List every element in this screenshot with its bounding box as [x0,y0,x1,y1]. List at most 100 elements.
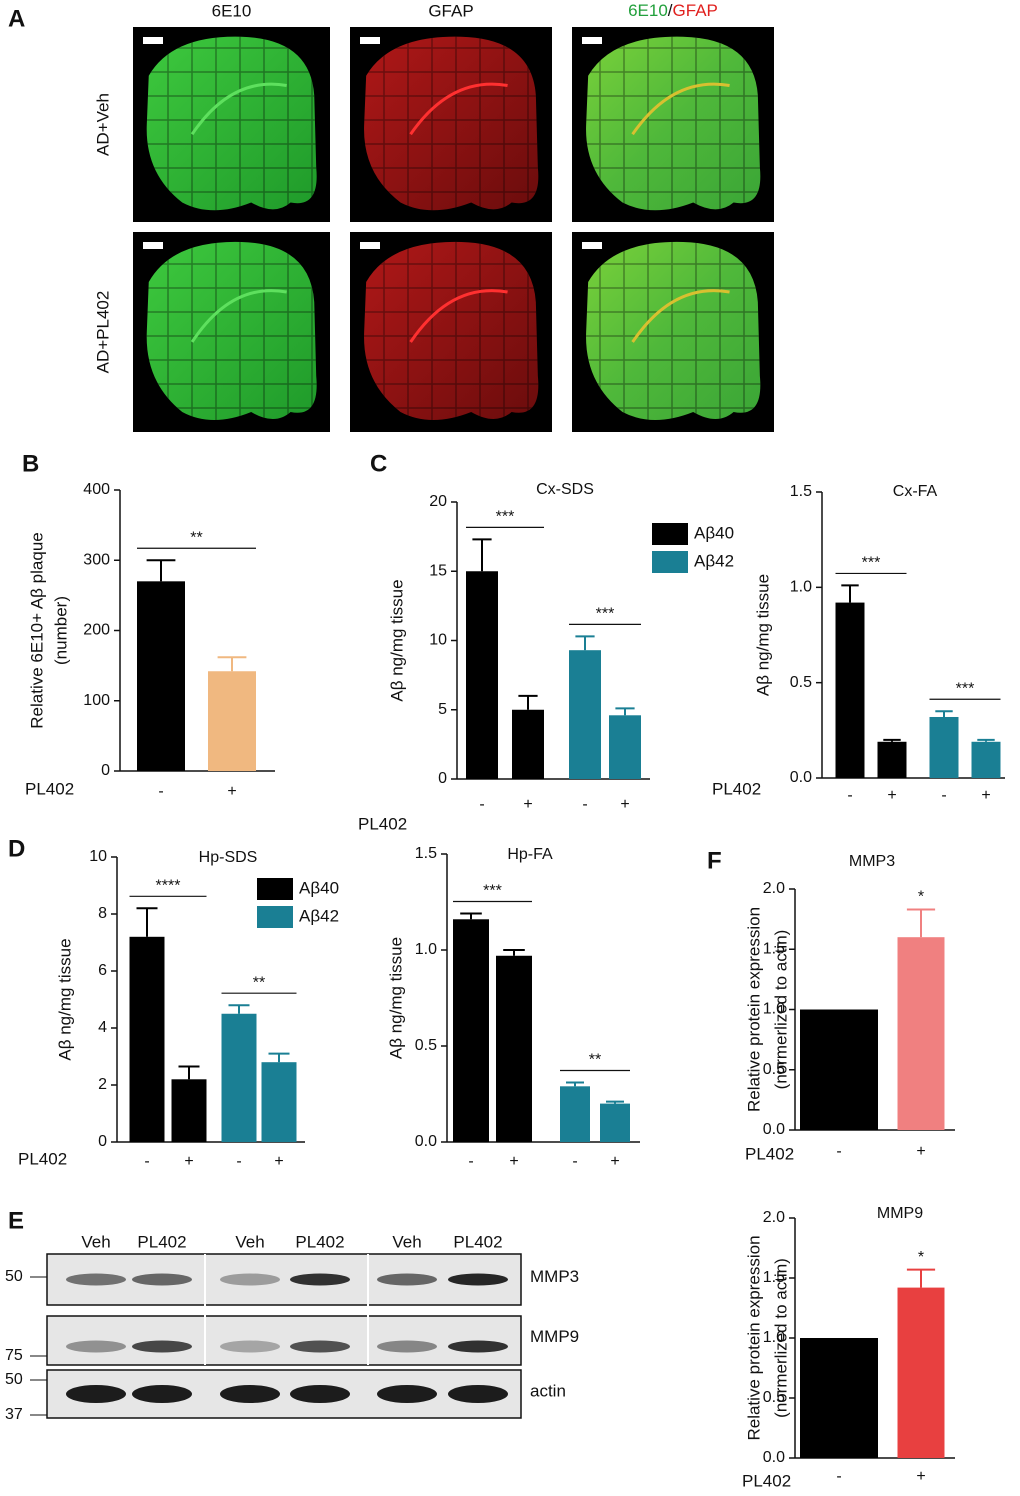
error-bar [503,949,525,956]
x-tick-label: + [916,1468,925,1485]
y-tick-label: 1.5 [415,845,437,862]
bar [971,741,1001,778]
bar [609,715,641,779]
y-tick-label: 0.0 [763,1449,785,1466]
significance-label: *** [862,555,881,572]
chart-title: MMP9 [877,1205,923,1222]
scale-bar [143,37,163,44]
group-label: PL402 [18,1149,67,1168]
blot-band [132,1385,192,1403]
bar [835,602,865,778]
y-axis-label: Aβ ng/mg tissue [387,579,406,701]
legend-swatch [652,551,688,573]
error-bar [178,1065,200,1080]
error-bar [460,912,482,920]
y-tick-label: 4 [98,1019,107,1036]
marker-label: 50 [5,1268,23,1285]
y-tick-label: 1.0 [790,579,812,596]
y-tick-label: 0.5 [763,1061,785,1078]
y-tick-label: 0 [98,1133,107,1150]
scale-bar [360,37,380,44]
error-bar [575,635,595,651]
y-axis-label: Relative 6E10+ Aβ plaque [27,532,46,728]
y-axis-label: (normerlized to actin) [771,930,790,1090]
lane-label: PL402 [295,1232,344,1251]
x-tick-label: + [184,1153,193,1170]
y-tick-label: 2 [98,1076,107,1093]
y-tick-label: 20 [429,493,447,510]
column-label: GFAP [428,1,473,20]
bar [800,1338,878,1458]
y-tick-label: 0.5 [415,1037,437,1054]
error-bar [518,694,538,710]
y-tick-label: 2.0 [763,880,785,897]
x-tick-label: - [847,787,852,804]
blot-band [132,1273,192,1286]
bar [877,741,907,778]
error-bar [228,1004,250,1014]
significance-label: **** [156,878,181,895]
error-bar [935,710,953,717]
error-bar [906,1268,936,1288]
chart-title: Hp-FA [507,846,553,863]
x-tick-label: + [887,787,896,804]
column-label-part: GFAP [673,1,718,20]
x-tick-label: - [236,1153,241,1170]
y-axis-label: Relative protein expression [744,907,763,1112]
y-tick-label: 0.5 [790,674,812,691]
significance-label: * [918,889,924,906]
bar [466,571,498,779]
tile-grid [146,36,317,211]
y-tick-label: 2.0 [763,1209,785,1226]
error-bar [136,907,158,937]
blot-band [66,1340,126,1353]
y-tick-label: 1.5 [763,940,785,957]
group-label: PL402 [358,814,407,833]
bar [569,650,601,779]
band-label: actin [530,1381,566,1400]
legend-swatch [652,523,688,545]
y-tick-label: 0.0 [763,1121,785,1138]
bar [171,1079,207,1142]
panel-letter: F [707,847,722,874]
column-label-part: 6E10 [628,1,668,20]
blot-band [448,1273,508,1286]
tile-grid [586,36,761,211]
chart-title: Cx-FA [893,483,938,500]
x-tick-label: + [227,783,236,800]
blot-band [448,1385,508,1403]
y-tick-label: 5 [438,701,447,718]
x-tick-label: - [836,1143,841,1160]
panel-letter: B [22,450,39,477]
error-bar [606,1100,624,1104]
y-tick-label: 1.0 [763,1001,785,1018]
tile-grid [146,241,317,420]
significance-label: *** [956,680,975,697]
y-tick-label: 0 [438,770,447,787]
column-label: 6E10/GFAP [628,1,718,20]
x-tick-label: - [941,787,946,804]
x-tick-label: + [610,1153,619,1170]
error-bar [268,1052,290,1063]
chart-title: Hp-SDS [199,849,258,866]
blot-band [220,1340,280,1353]
y-tick-label: 10 [89,848,107,865]
hippocampus [631,289,730,343]
legend-label: Aβ40 [694,523,734,542]
blot-band [448,1340,508,1353]
blot-band [220,1273,280,1286]
x-tick-label: + [274,1153,283,1170]
column-label: 6E10 [212,1,252,20]
y-tick-label: 6 [98,962,107,979]
y-axis-label: Aβ ng/mg tissue [753,574,772,696]
band-label: MMP3 [530,1267,579,1286]
bar [261,1062,297,1142]
scale-bar [143,242,163,249]
x-tick-label: + [523,796,532,813]
scale-bar [582,37,602,44]
error-bar [883,738,901,742]
y-tick-label: 0.5 [763,1389,785,1406]
y-tick-label: 1.0 [763,1329,785,1346]
bar [496,955,532,1142]
significance-label: ** [589,1052,601,1069]
